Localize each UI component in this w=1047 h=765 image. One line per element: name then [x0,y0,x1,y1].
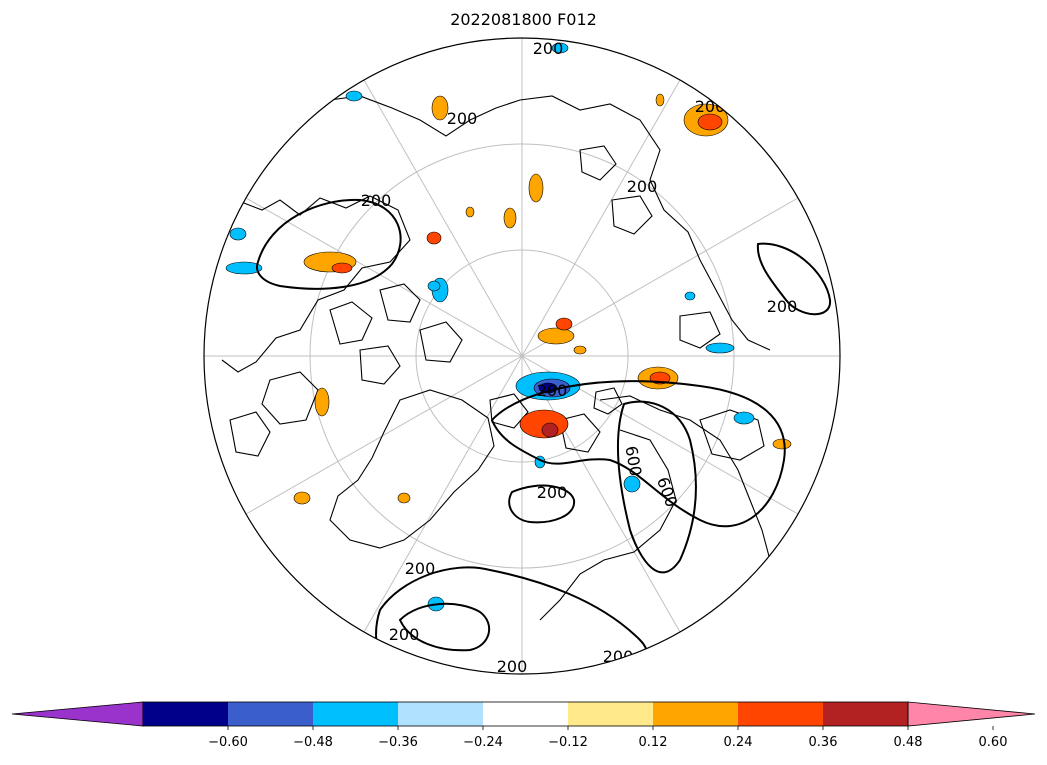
colorbar-tick-label: 0.24 [724,735,753,750]
contour-label: 200 [537,483,568,502]
colorbar-tick-label: 0.12 [639,735,668,750]
colorbar-tick-label: 0.60 [979,735,1008,750]
colorbar-swatch [313,702,398,726]
colorbar-frame [142,701,909,727]
map-boundary [203,37,841,675]
colorbar-swatch [143,702,228,726]
height-contours [256,198,832,674]
colorbar-tick-label: −0.12 [548,735,588,750]
colorbar-tick-label: 0.36 [809,735,838,750]
contour-label: 200 [361,191,392,210]
colorbar-swatch [653,702,738,726]
contour-label: 200 [447,109,478,128]
contour-label: 200 [627,177,658,196]
colorbar-tick-label: −0.60 [208,735,248,750]
colorbar-tick-label: −0.48 [293,735,333,750]
graticule [204,38,840,674]
colorbar-swatch [398,702,483,726]
colorbar-swatch [738,702,823,726]
contour-label: 200 [533,39,564,58]
colorbar-tick-label: −0.24 [463,735,503,750]
contour-label: 200 [497,657,528,676]
contour-label: 200 [389,625,420,644]
colorbar-tick-label: 0.48 [894,735,923,750]
contour-label: 200 [767,297,798,316]
colorbar-swatch [823,702,908,726]
colorbar-tick-label: −0.36 [378,735,418,750]
colorbar-swatch [483,702,568,726]
contour-label: 200 [405,559,436,578]
coastlines [221,95,781,621]
page-title: 2022081800 F012 [450,10,597,29]
colorbar: −0.60 −0.48 −0.36 −0.24 −0.12 0.12 0.24 0.36 0.4… [11,701,1036,750]
colorbar-swatch [568,702,653,726]
contour-label: 200 [537,381,568,400]
colorbar-swatch [228,702,313,726]
map-content: 200 200 200 200 200 200 200 200 200 200 … [204,38,840,676]
colorbar-extend-min [11,701,144,727]
polar-map: 200 200 200 200 200 200 200 200 200 200 … [203,37,841,676]
contour-label: 200 [603,647,634,666]
colorbar-extend-max [907,701,1036,727]
